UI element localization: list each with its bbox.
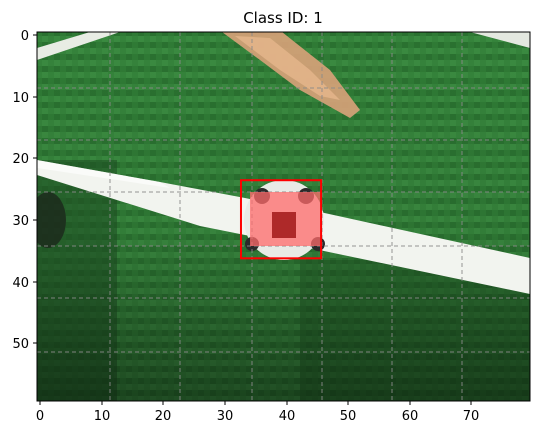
y-tick-label: 20 [12,152,29,167]
y-tick-label: 0 [21,29,29,44]
y-tick-label: 50 [12,337,29,352]
x-tick-labels: 0 10 20 30 40 50 60 70 [36,409,479,424]
y-tick-labels: 0 10 20 30 40 50 [12,29,29,352]
x-tick-label: 50 [340,409,357,424]
x-tick-label: 30 [217,409,234,424]
x-tick-label: 10 [94,409,111,424]
y-tick-label: 40 [12,276,29,291]
x-tick-label: 70 [463,409,480,424]
y-tick-marks [33,35,37,343]
ball-center-mark [272,212,296,238]
x-tick-marks [40,401,471,405]
x-tick-label: 20 [155,409,172,424]
y-tick-label: 10 [12,91,29,106]
chart-title: Class ID: 1 [243,9,323,27]
y-tick-label: 30 [12,214,29,229]
x-tick-label: 0 [36,409,44,424]
x-tick-label: 60 [402,409,419,424]
x-tick-label: 40 [279,409,296,424]
